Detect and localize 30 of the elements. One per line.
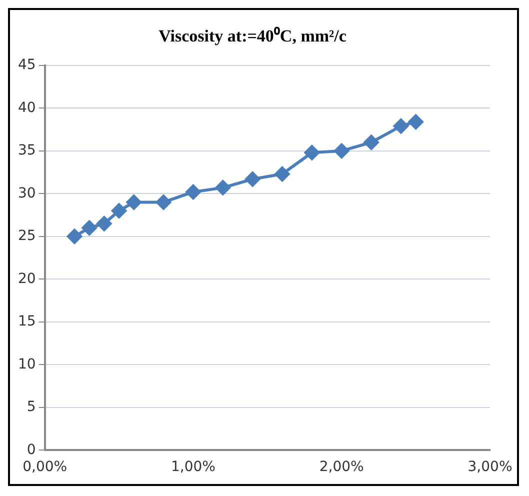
- x-tick-label: 3,00%: [468, 459, 512, 476]
- y-tick-label: 5: [26, 399, 36, 416]
- y-tick-label: 10: [18, 356, 36, 372]
- y-tick-label: 25: [18, 228, 36, 244]
- y-tick-label: 0: [26, 442, 36, 458]
- chart-title: Viscosity at:=40⁰C, mm²/c: [158, 26, 347, 46]
- point: [66, 228, 82, 244]
- y-tick-label: 30: [18, 185, 36, 202]
- point: [408, 114, 424, 130]
- point: [215, 180, 230, 196]
- x-tick-label: 1,00%: [170, 459, 216, 476]
- point: [364, 134, 379, 150]
- y-tick-label: 20: [18, 270, 36, 287]
- point: [245, 172, 260, 187]
- point: [96, 216, 112, 232]
- point: [304, 145, 320, 160]
- point: [334, 143, 350, 158]
- x-tick-label: 2,00%: [319, 459, 364, 476]
- y-tick-label: 45: [18, 57, 36, 74]
- point: [393, 118, 408, 134]
- point: [126, 194, 142, 210]
- point: [186, 184, 201, 200]
- y-tick-label: 15: [18, 314, 36, 330]
- point: [82, 220, 97, 236]
- y-tick-label: 35: [18, 142, 36, 159]
- y-tick-label: 40: [18, 100, 36, 116]
- x-tick-label: 0,00%: [22, 459, 68, 476]
- point: [156, 194, 172, 210]
- point: [112, 203, 127, 218]
- point: [274, 166, 290, 182]
